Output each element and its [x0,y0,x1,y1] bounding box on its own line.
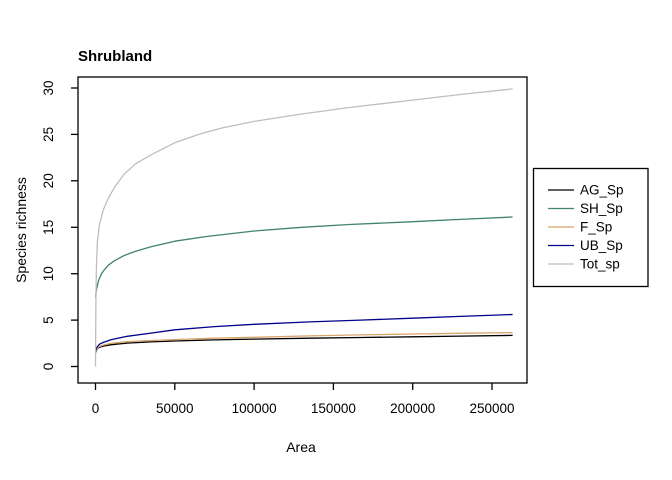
legend-box: AG_Sp SH_Sp F_Sp UB_Sp Tot_sp [532,167,649,288]
curve-Tot_sp [94,88,513,367]
legend-label-SH_Sp: SH_Sp [580,201,623,216]
x-tick-label: 200000 [390,401,435,416]
y-tick-label: 15 [41,220,56,235]
legend-label-Tot_sp: Tot_sp [580,257,620,272]
x-axis-label: Area [286,439,316,455]
y-tick-label: 5 [41,316,56,324]
legend-label-AG_Sp: AG_Sp [580,183,624,198]
y-axis-label: Species richness [13,177,29,283]
y-tick-label: 0 [41,363,56,371]
y-tick-label: 20 [41,173,56,188]
x-tick-label: 100000 [232,401,277,416]
x-tick-label: 50000 [156,401,194,416]
y-tick-label: 25 [41,127,56,142]
curve-SH_Sp [95,216,513,298]
curves-layer [94,88,513,367]
y-tick-label: 30 [41,80,56,95]
curve-F_Sp [95,331,513,353]
x-tick-label: 150000 [311,401,356,416]
plot-title: Shrubland [78,48,153,65]
curve-UB_Sp [95,313,513,352]
curve-AG_Sp [95,334,513,354]
x-tick-label: 0 [92,401,100,416]
legend-label-F_Sp: F_Sp [580,220,612,235]
x-tick-label: 250000 [469,401,514,416]
axes-layer: 0 50000 100000 150000 200000 250000 0 5 10 15 20 25… [41,76,528,416]
legend-label-UB_Sp: UB_Sp [580,238,623,253]
y-tick-label: 10 [41,266,56,281]
plot-border [77,76,528,384]
